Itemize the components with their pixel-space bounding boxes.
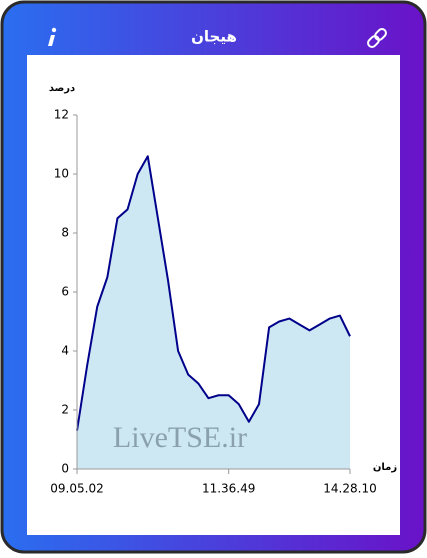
x-tick-label: 09.05.02 [50, 482, 103, 496]
y-tick-label: 12 [54, 108, 69, 122]
y-tick-label: 4 [61, 344, 69, 358]
area-fill [77, 156, 350, 470]
y-tick-label: 2 [61, 403, 69, 417]
x-axis-label: زمان [373, 462, 397, 473]
watermark: LiveTSE.ir [113, 421, 247, 454]
y-axis-label: درصد [49, 83, 75, 94]
header-title: هیجان [191, 28, 237, 46]
y-tick-label: 0 [61, 462, 69, 476]
chart: 0 2 4 6 8 10 12 09.05.02 11.36.49 14.28.10 [50, 108, 376, 496]
x-tick-label: 11.36.49 [202, 482, 255, 496]
y-tick-label: 8 [61, 226, 69, 240]
info-icon[interactable] [48, 27, 57, 46]
link-icon[interactable] [366, 27, 387, 48]
x-tick-label: 14.28.10 [323, 482, 376, 496]
y-tick-label: 6 [61, 285, 69, 299]
y-tick-label: 10 [54, 167, 69, 181]
area-line [76, 155, 351, 431]
